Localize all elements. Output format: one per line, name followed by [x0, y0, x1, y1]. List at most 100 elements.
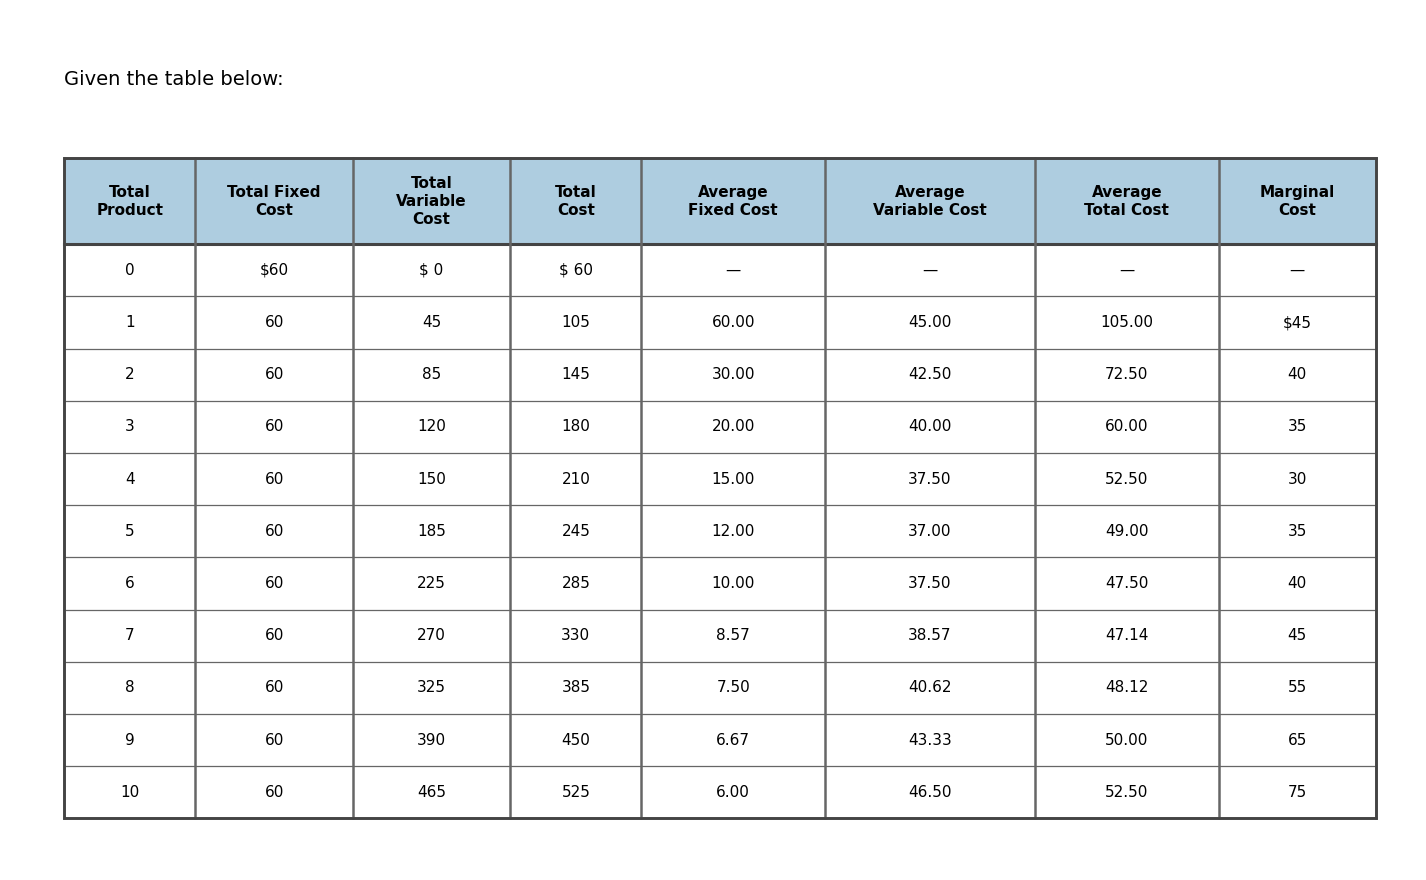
- Text: 85: 85: [422, 367, 441, 382]
- Text: 60: 60: [264, 315, 284, 330]
- Text: 37.00: 37.00: [908, 524, 951, 539]
- Bar: [64, 400, 1376, 453]
- Text: 145: 145: [562, 367, 590, 382]
- Text: 105: 105: [562, 315, 590, 330]
- Text: 390: 390: [416, 732, 446, 748]
- Text: $45: $45: [1283, 315, 1312, 330]
- Text: 20.00: 20.00: [712, 420, 754, 435]
- Text: Average
Variable Cost: Average Variable Cost: [873, 185, 987, 217]
- Text: 60: 60: [264, 628, 284, 643]
- Text: 45.00: 45.00: [908, 315, 951, 330]
- Bar: [642, 158, 826, 244]
- Text: 210: 210: [562, 472, 590, 487]
- Text: —: —: [923, 263, 938, 278]
- Text: 7.50: 7.50: [716, 680, 750, 695]
- Text: 49.00: 49.00: [1105, 524, 1148, 539]
- Text: 9: 9: [125, 732, 134, 748]
- Text: $ 60: $ 60: [559, 263, 593, 278]
- Text: Total
Product: Total Product: [97, 185, 163, 217]
- Text: 6: 6: [125, 576, 134, 591]
- Bar: [64, 158, 195, 244]
- Text: 6.00: 6.00: [716, 785, 750, 800]
- Text: 525: 525: [562, 785, 590, 800]
- Text: 450: 450: [562, 732, 590, 748]
- Bar: [195, 158, 352, 244]
- Text: 35: 35: [1288, 420, 1308, 435]
- Text: 52.50: 52.50: [1105, 785, 1148, 800]
- Bar: [64, 714, 1376, 766]
- Text: 47.50: 47.50: [1105, 576, 1148, 591]
- Text: 245: 245: [562, 524, 590, 539]
- Text: 60: 60: [264, 420, 284, 435]
- Text: 330: 330: [562, 628, 590, 643]
- Text: 6.67: 6.67: [716, 732, 750, 748]
- Text: 3: 3: [125, 420, 134, 435]
- Text: 60: 60: [264, 367, 284, 382]
- Bar: [64, 158, 1376, 818]
- Text: 43.33: 43.33: [908, 732, 953, 748]
- Text: 50.00: 50.00: [1105, 732, 1148, 748]
- Text: Average
Fixed Cost: Average Fixed Cost: [689, 185, 779, 217]
- Text: 65: 65: [1288, 732, 1308, 748]
- Text: 225: 225: [416, 576, 446, 591]
- Bar: [64, 766, 1376, 818]
- Text: 55: 55: [1288, 680, 1308, 695]
- Text: 150: 150: [416, 472, 446, 487]
- Bar: [64, 662, 1376, 714]
- Text: 0: 0: [125, 263, 134, 278]
- Text: 72.50: 72.50: [1105, 367, 1148, 382]
- Text: 47.14: 47.14: [1105, 628, 1148, 643]
- Text: 270: 270: [416, 628, 446, 643]
- Text: $ 0: $ 0: [419, 263, 443, 278]
- Text: 40.00: 40.00: [908, 420, 951, 435]
- Text: 35: 35: [1288, 524, 1308, 539]
- Text: 37.50: 37.50: [908, 576, 951, 591]
- Text: 5: 5: [125, 524, 134, 539]
- Text: 45: 45: [1288, 628, 1308, 643]
- Bar: [64, 505, 1376, 557]
- Bar: [64, 453, 1376, 505]
- Text: 285: 285: [562, 576, 590, 591]
- Bar: [64, 557, 1376, 610]
- Bar: [64, 297, 1376, 348]
- Text: 60: 60: [264, 524, 284, 539]
- Text: 10: 10: [120, 785, 140, 800]
- Text: 60.00: 60.00: [712, 315, 754, 330]
- Text: 40: 40: [1288, 367, 1308, 382]
- Text: Given the table below:: Given the table below:: [64, 70, 284, 90]
- Text: Total
Variable
Cost: Total Variable Cost: [396, 176, 466, 227]
- Text: 30.00: 30.00: [712, 367, 754, 382]
- Text: Marginal
Cost: Marginal Cost: [1259, 185, 1335, 217]
- Text: 60: 60: [264, 472, 284, 487]
- Text: 15.00: 15.00: [712, 472, 754, 487]
- Text: —: —: [726, 263, 742, 278]
- Text: 120: 120: [416, 420, 446, 435]
- Text: 385: 385: [562, 680, 590, 695]
- Text: 105.00: 105.00: [1101, 315, 1154, 330]
- Text: $60: $60: [260, 263, 288, 278]
- Text: 45: 45: [422, 315, 441, 330]
- Bar: [511, 158, 642, 244]
- Bar: [64, 610, 1376, 662]
- Bar: [1219, 158, 1376, 244]
- Bar: [64, 348, 1376, 400]
- Text: 465: 465: [416, 785, 446, 800]
- Text: 185: 185: [416, 524, 446, 539]
- Text: 7: 7: [125, 628, 134, 643]
- Text: 42.50: 42.50: [908, 367, 951, 382]
- Text: 2: 2: [125, 367, 134, 382]
- Text: 40.62: 40.62: [908, 680, 951, 695]
- Text: 60: 60: [264, 732, 284, 748]
- Text: 8: 8: [125, 680, 134, 695]
- Text: 1: 1: [125, 315, 134, 330]
- Text: 180: 180: [562, 420, 590, 435]
- Text: 4: 4: [125, 472, 134, 487]
- Text: 40: 40: [1288, 576, 1308, 591]
- Text: 30: 30: [1288, 472, 1308, 487]
- Text: —: —: [1289, 263, 1305, 278]
- Text: 37.50: 37.50: [908, 472, 951, 487]
- Text: 75: 75: [1288, 785, 1308, 800]
- Text: Total Fixed
Cost: Total Fixed Cost: [227, 185, 321, 217]
- Text: Total
Cost: Total Cost: [555, 185, 596, 217]
- Bar: [352, 158, 511, 244]
